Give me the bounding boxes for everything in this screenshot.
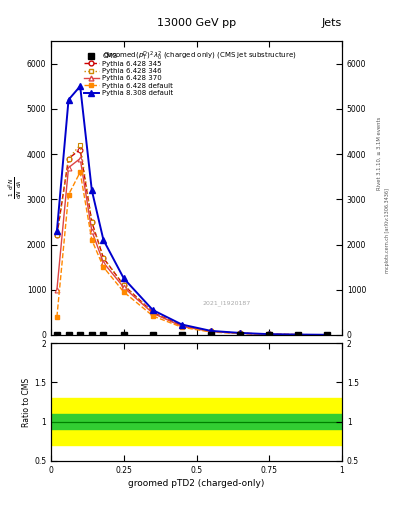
Text: 13000 GeV pp: 13000 GeV pp <box>157 18 236 28</box>
Bar <box>51 398 342 445</box>
Text: Rivet 3.1.10, ≥ 3.1M events: Rivet 3.1.10, ≥ 3.1M events <box>377 117 382 190</box>
Text: Jets: Jets <box>321 18 342 28</box>
Text: mcplots.cern.ch [arXiv:1306.3436]: mcplots.cern.ch [arXiv:1306.3436] <box>385 188 389 273</box>
X-axis label: groomed pTD2 (charged-only): groomed pTD2 (charged-only) <box>128 479 265 488</box>
Y-axis label: $\frac{1}{\mathrm{d}N}\frac{\mathrm{d}^2N}{\mathrm{d}\lambda}$: $\frac{1}{\mathrm{d}N}\frac{\mathrm{d}^2… <box>7 177 24 199</box>
Y-axis label: Ratio to CMS: Ratio to CMS <box>22 377 31 426</box>
Bar <box>51 414 342 430</box>
Legend: CMS, Pythia 6.428 345, Pythia 6.428 346, Pythia 6.428 370, Pythia 6.428 default,: CMS, Pythia 6.428 345, Pythia 6.428 346,… <box>84 53 174 96</box>
Text: Groomed$(p_T^D)^2\lambda_0^2$ (charged only) (CMS jet substructure): Groomed$(p_T^D)^2\lambda_0^2$ (charged o… <box>103 50 297 63</box>
Text: 2021_I1920187: 2021_I1920187 <box>202 300 251 306</box>
